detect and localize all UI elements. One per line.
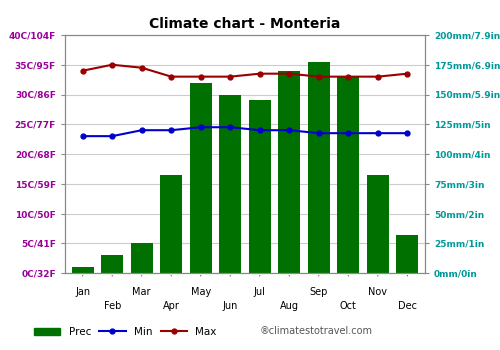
Bar (72, 267, 94, 273)
Bar (308, 62, 330, 273)
Bar (396, 235, 418, 273)
Text: Jun: Jun (222, 301, 238, 311)
Text: May: May (190, 287, 211, 297)
Text: Mar: Mar (132, 287, 151, 297)
Text: Feb: Feb (104, 301, 121, 311)
Text: Aug: Aug (280, 301, 299, 311)
Bar (160, 175, 182, 273)
Bar (101, 255, 124, 273)
Text: Apr: Apr (163, 301, 180, 311)
Text: Nov: Nov (368, 287, 388, 297)
Text: Sep: Sep (310, 287, 328, 297)
Bar (190, 83, 212, 273)
Bar (130, 243, 153, 273)
Text: Jan: Jan (75, 287, 90, 297)
Text: ®climatestotravel.com: ®climatestotravel.com (260, 326, 373, 336)
Bar (337, 77, 359, 273)
Legend: Prec, Min, Max: Prec, Min, Max (30, 323, 220, 341)
Bar (219, 94, 242, 273)
Text: Oct: Oct (340, 301, 356, 311)
Bar (248, 100, 271, 273)
Text: Jul: Jul (254, 287, 266, 297)
Title: Climate chart - Monteria: Climate chart - Monteria (150, 17, 340, 31)
Text: Dec: Dec (398, 301, 417, 311)
Bar (278, 71, 300, 273)
Bar (366, 175, 389, 273)
